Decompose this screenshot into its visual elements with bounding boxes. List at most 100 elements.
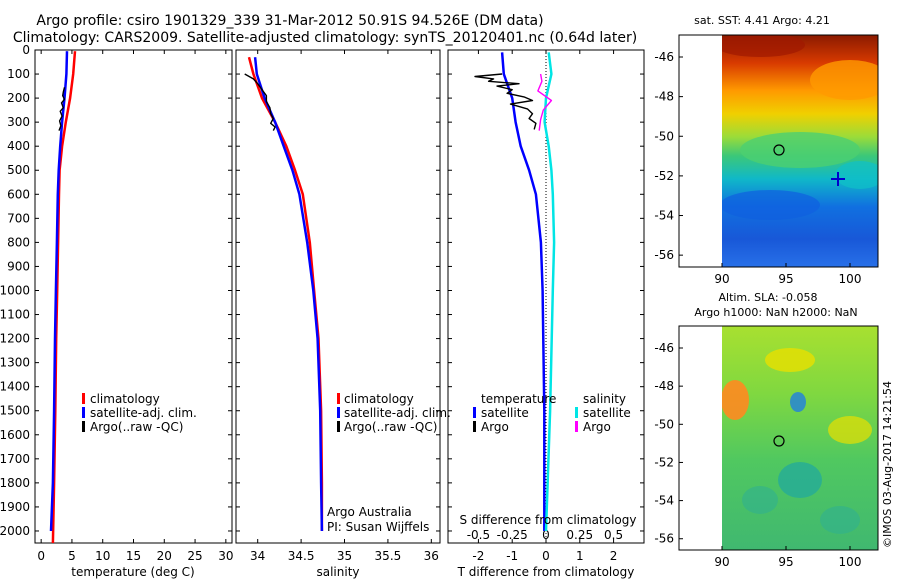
series-line-satellite	[500, 52, 546, 531]
depth-tick-label: 1400	[0, 380, 30, 394]
depth-tick-label: 600	[7, 187, 30, 201]
top-x-tick-label: 0.5	[604, 528, 623, 542]
legend-swatch-climatology	[82, 393, 85, 404]
series-line-argo	[537, 73, 553, 131]
sla-low-patch	[778, 462, 822, 498]
plus-marker-icon	[831, 172, 845, 186]
depth-tick-label: 800	[7, 235, 30, 249]
map-x-tick-label: 95	[778, 555, 793, 569]
argo-location-marker	[773, 144, 785, 156]
x-tick-label: 0	[37, 549, 45, 563]
sst-map-blank	[679, 35, 722, 267]
sst-map-frame	[678, 34, 879, 268]
legend-label: satellite	[583, 406, 631, 420]
legend-label: climatology	[90, 392, 160, 406]
sla-map-axes: 90 95 100 -46 -48 -50 -52 -54 -56	[654, 341, 861, 569]
salinity-legend: climatology satellite-adj. clim. Argo(..…	[327, 392, 451, 534]
map-y-tick-label: -52	[654, 455, 674, 469]
legend-swatch-satellite	[82, 407, 85, 418]
depth-tick-label: 1000	[0, 283, 30, 297]
sla-map-title-line2: Argo h1000: NaN h2000: NaN	[694, 306, 857, 319]
sst-warm-patch	[722, 35, 805, 57]
map-x-tick-label: 100	[839, 555, 862, 569]
sst-map: 90 95 100 -46 -48 -50 -52 -54 -56	[654, 34, 879, 286]
legend-swatch-satellite	[337, 407, 340, 418]
sla-low-patch	[820, 506, 860, 534]
sla-map-blank	[679, 326, 722, 550]
sla-high-patch	[765, 348, 815, 372]
x-tick-label: 20	[157, 549, 172, 563]
temperature-x-axis: 0 5 10 15 20 25 30	[37, 50, 233, 563]
x-tick-label: 36	[424, 549, 439, 563]
difference-legend: temperature salinity satellite Argo sate…	[473, 392, 631, 434]
map-y-tick-label: -56	[654, 248, 674, 262]
depth-tick-label: 1600	[0, 428, 30, 442]
x-tick-label: 1	[576, 549, 584, 563]
depth-tick-label: 1200	[0, 332, 30, 346]
x-tick-label: -1	[506, 549, 518, 563]
legend-swatch-s-argo	[575, 421, 578, 432]
map-x-tick-label: 95	[778, 272, 793, 286]
top-x-tick-label: -0.5	[467, 528, 490, 542]
sla-map-frame	[678, 325, 879, 551]
legend-swatch-argo	[337, 421, 340, 432]
depth-tick-label: 100	[7, 67, 30, 81]
legend-label: satellite-adj. clim.	[344, 406, 451, 420]
legend-label: Argo(..raw -QC)	[344, 420, 437, 434]
sst-cyan-patch	[835, 161, 878, 189]
x-tick-label: 2	[610, 549, 618, 563]
map-y-tick-label: -48	[654, 379, 674, 393]
depth-tick-label: 2000	[0, 524, 30, 538]
legend-title-temperature: temperature	[481, 392, 556, 406]
x-tick-label: 15	[126, 549, 141, 563]
temperature-xlabel: temperature (deg C)	[71, 565, 194, 579]
difference-series	[474, 52, 556, 532]
map-y-tick-label: -52	[654, 169, 674, 183]
top-x-tick-label: -0.25	[497, 528, 528, 542]
depth-tick-label: 0	[22, 43, 30, 57]
depth-tick-label: 400	[7, 139, 30, 153]
sst-cool-patch	[722, 190, 820, 220]
top-x-tick-label: 0	[542, 528, 550, 542]
sst-warm-patch	[810, 60, 878, 100]
copyright-stamp: ©IMOS 03-Aug-2017 14:21:54	[881, 381, 894, 548]
legend-swatch-argo	[82, 421, 85, 432]
x-tick-label: 35	[337, 549, 352, 563]
series-line-argorawqc	[244, 73, 276, 131]
series-line-satelliteadjclim	[253, 57, 324, 532]
depth-tick-label: 1100	[0, 308, 30, 322]
depth-axis: 0 100 200 300 400 500 600 700 800 900 1000 1100 1200…	[0, 43, 644, 538]
legend-label: satellite-adj. clim.	[90, 406, 197, 420]
map-y-tick-label: -46	[654, 50, 674, 64]
depth-tick-label: 1700	[0, 452, 30, 466]
difference-x-axis: -2 -1 0 1 2 -0.5 -0.25 0 0.25 0.5	[467, 50, 623, 563]
temperature-series	[49, 51, 77, 544]
map-x-tick-label: 90	[714, 555, 729, 569]
salinity-x-axis: 34 34.5 35 35.5 36	[250, 50, 439, 563]
depth-tick-label: 200	[7, 91, 30, 105]
x-tick-label: 34.5	[288, 549, 315, 563]
sst-map-title: sat. SST: 4.41 Argo: 4.21	[694, 14, 830, 27]
series-line-argo	[474, 73, 537, 130]
sst-green-patch	[740, 132, 860, 168]
sla-high-patch	[722, 380, 749, 420]
legend-label: Argo	[481, 420, 509, 434]
sst-map-axes: 90 95 100 -46 -48 -50 -52 -54 -56	[654, 50, 861, 286]
legend-label: Argo	[583, 420, 611, 434]
depth-tick-label: 900	[7, 259, 30, 273]
temperature-legend: climatology satellite-adj. clim. Argo(..…	[82, 392, 197, 434]
depth-tick-label: 1500	[0, 404, 30, 418]
legend-swatch-t-argo	[473, 421, 476, 432]
legend-swatch-climatology	[337, 393, 340, 404]
depth-tick-label: 1900	[0, 500, 30, 514]
legend-title-salinity: salinity	[583, 392, 626, 406]
x-tick-label: 10	[95, 549, 110, 563]
x-tick-label: 5	[68, 549, 76, 563]
sla-low-patch	[790, 392, 806, 412]
depth-tick-label: 1300	[0, 356, 30, 370]
legend-label: climatology	[344, 392, 414, 406]
map-y-tick-label: -50	[654, 417, 674, 431]
salinity-xlabel: salinity	[316, 565, 359, 579]
x-tick-label: -2	[472, 549, 484, 563]
difference-xlabel-top: S difference from climatology	[460, 513, 637, 527]
